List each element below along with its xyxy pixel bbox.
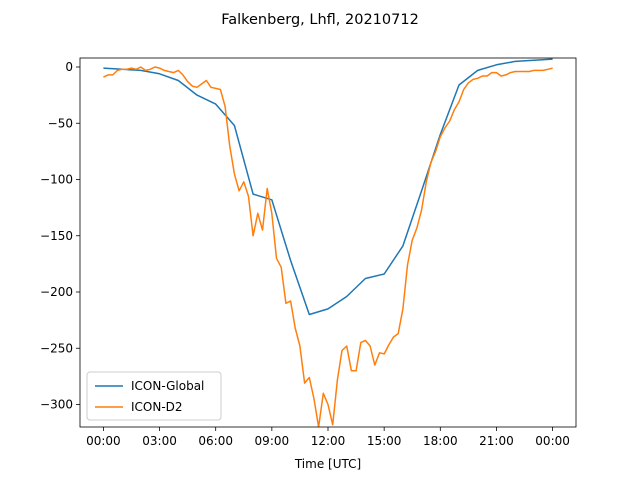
x-tick-label: 06:00 <box>198 434 233 448</box>
y-tick-label: 0 <box>65 60 73 74</box>
legend-label: ICON-Global <box>131 379 204 393</box>
y-tick-label: −150 <box>40 229 73 243</box>
series-line-1 <box>103 58 553 316</box>
x-axis-label: Time [UTC] <box>294 457 361 471</box>
series-layer <box>103 58 553 427</box>
y-tick-label: −250 <box>40 341 73 355</box>
x-tick-label: 00:00 <box>535 434 570 448</box>
x-tick-label: 12:00 <box>311 434 346 448</box>
y-tick-label: −100 <box>40 173 73 187</box>
series-line-2 <box>103 66 553 427</box>
x-tick-label: 21:00 <box>479 434 514 448</box>
x-tick-label: 18:00 <box>423 434 458 448</box>
y-axis: 0 −50 −100 −150 −200 −250 −300 <box>40 60 80 412</box>
y-tick-label: −300 <box>40 398 73 412</box>
x-tick-label: 03:00 <box>142 434 177 448</box>
x-tick-label: 09:00 <box>255 434 290 448</box>
legend: ICON-Global ICON-D2 <box>86 371 222 421</box>
x-tick-label: 15:00 <box>367 434 402 448</box>
chart-title: Falkenberg, Lhfl, 20210712 <box>221 12 419 28</box>
x-axis: 00:00 03:00 06:00 09:00 12:00 15:00 18:00 21:00… <box>86 427 570 448</box>
x-tick-label: 00:00 <box>86 434 121 448</box>
y-tick-label: −200 <box>40 285 73 299</box>
legend-box <box>86 371 222 421</box>
legend-label: ICON-D2 <box>131 400 183 414</box>
y-tick-label: −50 <box>48 116 73 130</box>
